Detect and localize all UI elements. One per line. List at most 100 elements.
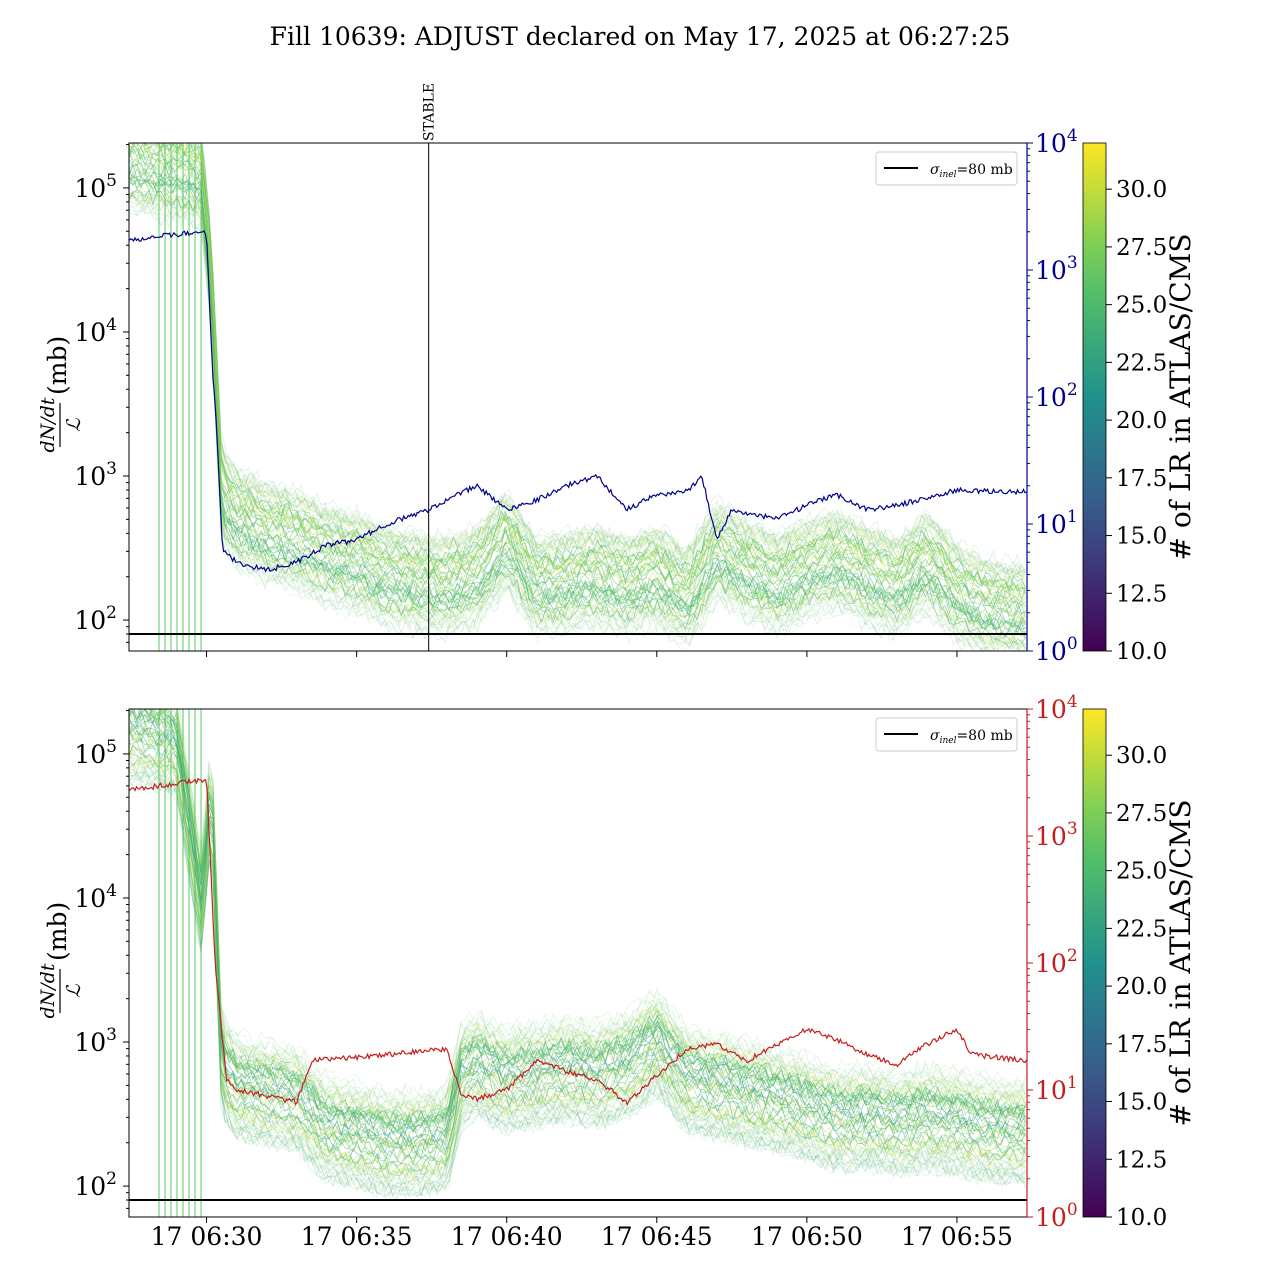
right-y-tick-label: 102 <box>1035 380 1078 412</box>
right-y-tick-label: 100 <box>1035 634 1078 666</box>
ensemble-line <box>143 709 1026 1128</box>
colorbar-tick-label: 30.0 <box>1116 743 1167 769</box>
ensemble-line <box>129 772 1026 1196</box>
y-tick-label: 104 <box>74 315 117 347</box>
ensemble-line <box>129 756 1026 1186</box>
right-y-tick-label: 103 <box>1035 253 1078 285</box>
ensemble-line <box>164 709 1026 1113</box>
y-tick-label: 103 <box>74 1025 117 1057</box>
ensemble-line <box>201 143 1026 576</box>
ensemble-line <box>196 143 1026 584</box>
ensemble-line <box>129 176 1026 638</box>
ensemble-line <box>129 769 1026 1198</box>
right-axis-series-line <box>129 777 1027 1106</box>
ensemble-line <box>177 709 1026 1104</box>
ensemble-line <box>129 175 1026 642</box>
ensemble-line <box>129 755 1026 1183</box>
colorbar-tick-label: 30.0 <box>1116 177 1167 203</box>
colorbar-tick-label: 20.0 <box>1116 974 1167 1000</box>
right-y-tick-label: 100 <box>1035 1200 1078 1232</box>
ensemble-line <box>129 189 1023 651</box>
ensemble-line <box>164 709 1026 1118</box>
ensemble-line <box>129 768 1026 1197</box>
ensemble-line <box>143 143 1026 592</box>
ensemble-line <box>164 709 1026 1116</box>
colorbar-tick-label: 27.5 <box>1116 235 1167 261</box>
ensemble-line <box>200 143 1026 577</box>
ensemble-line <box>129 185 1026 648</box>
ensemble-line <box>131 143 1026 602</box>
colorbar-tick-label: 27.5 <box>1116 801 1167 827</box>
ensemble-line <box>129 755 1026 1187</box>
ensemble-line <box>200 143 1026 578</box>
ensemble-line <box>137 709 1026 1135</box>
ensemble-line <box>129 191 1020 651</box>
ensemble-line <box>201 143 1026 581</box>
y-label-denominator: ℒ <box>63 983 85 998</box>
legend: σinel=80 mb <box>875 151 1018 186</box>
y-tick-label: 102 <box>74 603 117 635</box>
ensemble-line <box>129 755 1026 1182</box>
ensemble-line <box>129 774 1026 1202</box>
x-tick-label: 17 06:45 <box>601 1222 713 1251</box>
ensemble-line <box>129 143 1026 609</box>
colorbar-tick-label: 20.0 <box>1116 408 1167 434</box>
ensemble-line <box>129 761 1026 1192</box>
ensemble-line <box>129 710 1026 1139</box>
colorbar-tick-label: 10.0 <box>1116 639 1167 665</box>
ensemble-line <box>175 709 1026 1110</box>
y-label-unit: (mb) <box>43 902 72 961</box>
colorbar-tick-label: 25.0 <box>1116 293 1167 319</box>
legend: σinel=80 mb <box>875 717 1018 752</box>
colorbar-tick-label: 22.5 <box>1116 916 1167 942</box>
ensemble-line <box>129 192 1026 651</box>
colorbar-tick-label: 12.5 <box>1116 581 1167 607</box>
ensemble-line <box>129 740 1026 1173</box>
y-label-denominator: ℒ <box>63 417 85 432</box>
colorbar-bar <box>1082 142 1107 652</box>
ensemble-line <box>148 709 1026 1123</box>
right-y-tick-label: 104 <box>1035 692 1078 724</box>
figure-title: Fill 10639: ADJUST declared on May 17, 2… <box>270 22 1011 51</box>
ensemble-line <box>129 188 1026 650</box>
colorbar-label: # of LR in ATLAS/CMS <box>1164 233 1197 560</box>
x-tick-label: 17 06:40 <box>451 1222 563 1251</box>
y-label-numerator: dN/dt <box>37 963 59 1018</box>
ensemble-line <box>171 709 1026 1114</box>
ensemble-line <box>129 190 1024 651</box>
ensemble-line <box>129 709 1026 1136</box>
ensemble-line <box>129 143 1026 596</box>
y-tick-label: 104 <box>74 881 117 913</box>
ensemble-line <box>129 744 1026 1172</box>
colorbar: 10.0 12.5 15.0 17.5 20.0 22.5 25.0 27.5 30.0 # of… <box>1082 708 1197 1231</box>
stable-label: STABLE <box>422 83 438 141</box>
ensemble-line <box>145 709 1026 1127</box>
colorbar-bar <box>1082 708 1107 1218</box>
ensemble-line <box>178 709 1026 1099</box>
ensemble-line <box>129 763 1026 1189</box>
right-y-tick-label: 101 <box>1035 1073 1078 1105</box>
legend-box <box>875 151 1018 186</box>
ensemble-line <box>201 143 1026 571</box>
right-y-tick-label: 104 <box>1035 126 1078 158</box>
y-tick-label: 105 <box>74 171 117 203</box>
ensemble-line <box>129 147 1026 615</box>
colorbar-tick-label: 15.0 <box>1116 524 1167 550</box>
ensemble-line <box>129 720 1026 1148</box>
colorbar-tick-label: 25.0 <box>1116 859 1167 885</box>
ensemble-line <box>201 143 1026 579</box>
ensemble-line <box>129 709 1026 1136</box>
ensemble-line <box>177 709 1026 1116</box>
plot-area <box>129 709 1027 1217</box>
ensemble-line <box>129 199 1026 651</box>
ensemble-line <box>129 190 1026 650</box>
ensemble-line <box>129 754 1026 1185</box>
x-tick-label: 17 06:55 <box>901 1222 1013 1251</box>
colorbar-tick-label: 17.5 <box>1116 466 1167 492</box>
ensemble-line <box>129 143 1026 596</box>
ensemble-line <box>129 757 1026 1185</box>
right-y-tick-label: 101 <box>1035 507 1078 539</box>
colorbar-label: # of LR in ATLAS/CMS <box>1164 799 1197 1126</box>
